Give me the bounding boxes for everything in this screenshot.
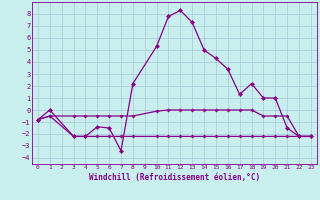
X-axis label: Windchill (Refroidissement éolien,°C): Windchill (Refroidissement éolien,°C) — [89, 173, 260, 182]
